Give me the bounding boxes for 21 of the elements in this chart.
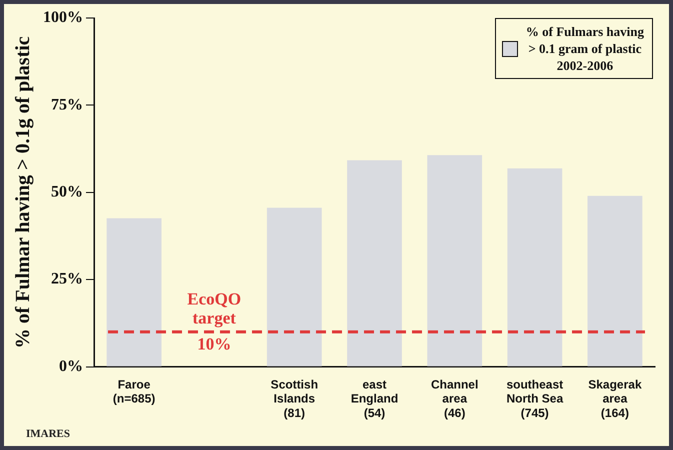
y-axis-title: % of Fulmar having > 0.1g of plastic [12,36,34,348]
y-tick-label: 100% [43,9,83,26]
x-tick-label: Channel area (46) [430,377,478,420]
y-tick-label: 75% [51,96,83,114]
bar [266,208,322,366]
legend-label: % of Fulmars having > 0.1 gram of plastic 2002-2006 [526,23,644,74]
bar [507,168,562,366]
x-tick-label: Skagerak area (164) [588,377,642,420]
y-tick-label: 0% [59,358,83,375]
y-tick-label: 25% [51,270,83,288]
ref-line-label: EcoQO target 10% [187,289,242,354]
bar [427,155,482,366]
x-tick-label: southeast North Sea (745) [506,377,564,420]
bar [347,160,402,366]
bar [106,218,162,366]
x-tick-label: east England (54) [350,377,398,420]
y-tick-label: 50% [51,184,83,201]
x-tick-label: Scottish Islands (81) [270,377,318,420]
text: IMARES [26,428,70,440]
bar [588,196,642,366]
x-tick-label: Faroe (n=685) [112,377,156,406]
